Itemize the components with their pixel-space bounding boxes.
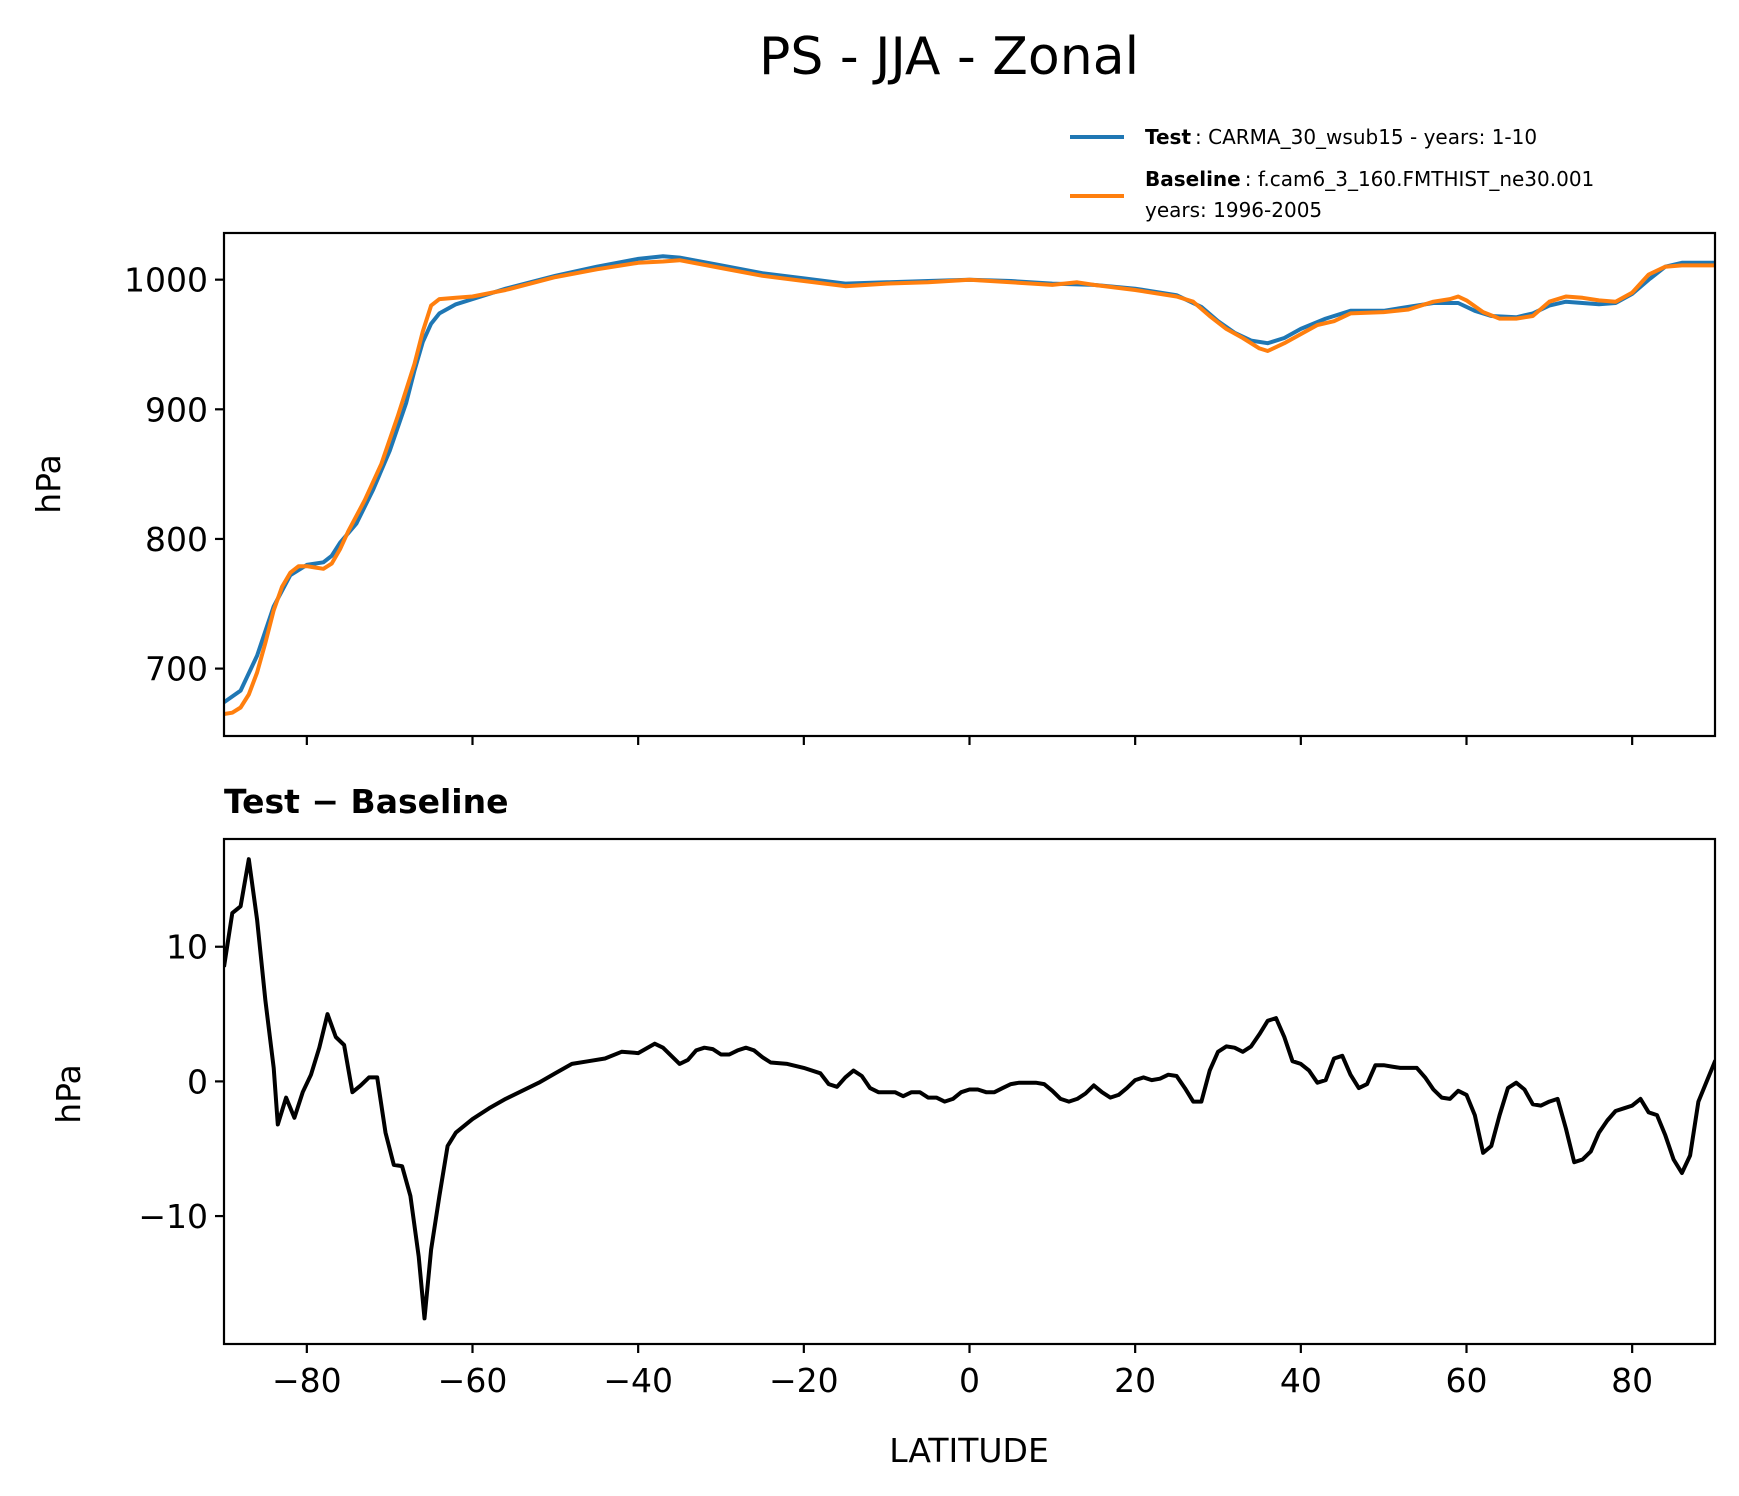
y-tick-label: 700 [145, 650, 208, 689]
y-tick-label: 800 [145, 520, 208, 559]
figure-title: PS - JJA - Zonal [759, 27, 1139, 87]
x-tick-label: −40 [603, 1361, 673, 1400]
x-tick-label: −80 [272, 1361, 342, 1400]
series-line-test-baseline [224, 857, 1715, 1321]
legend: Test: CARMA_30_wsub15 - years: 1-10 Base… [1070, 125, 1594, 222]
x-tick-label: 20 [1114, 1361, 1156, 1400]
x-tick-label: −60 [438, 1361, 508, 1400]
svg-text:Test: CARMA_30_wsub15 - years:: Test: CARMA_30_wsub15 - years: 1-10 [1145, 125, 1537, 149]
series-line-baseline [224, 258, 1715, 716]
x-tick-label: 0 [959, 1361, 980, 1400]
legend-baseline-label: Baseline [1145, 167, 1241, 191]
x-tick-label: −20 [769, 1361, 839, 1400]
series-line-test [224, 254, 1715, 704]
xlabel: LATITUDE [889, 1431, 1049, 1470]
svg-text:Baseline: f.cam6_3_160.FMTHIST: Baseline: f.cam6_3_160.FMTHIST_ne30.001 [1145, 167, 1594, 191]
x-tick-label: 40 [1280, 1361, 1322, 1400]
legend-test-label: Test [1145, 125, 1191, 149]
bottom-ylabel: hPa [49, 1064, 88, 1124]
top-axes-frame [222, 231, 1717, 738]
y-tick-label: 900 [145, 390, 208, 429]
y-tick-label: 1000 [124, 261, 208, 300]
top-panel: 700 800 900 1000 hPa [29, 231, 1717, 745]
x-tick-label: 60 [1446, 1361, 1488, 1400]
bottom-axes-frame [222, 837, 1717, 1346]
diff-subtitle: Test − Baseline [224, 782, 509, 821]
bottom-panel: Test − Baseline −10 0 10 −80 −60 −40 −20 0 20 40… [49, 782, 1717, 1470]
legend-baseline-desc: : f.cam6_3_160.FMTHIST_ne30.001 [1245, 167, 1595, 191]
y-tick-label: −10 [138, 1197, 208, 1236]
legend-test-desc: : CARMA_30_wsub15 - years: 1-10 [1195, 125, 1537, 149]
x-tick-label: 80 [1611, 1361, 1653, 1400]
legend-baseline-desc2: years: 1996-2005 [1145, 198, 1322, 222]
y-tick-label: 0 [187, 1062, 208, 1101]
y-tick-label: 10 [166, 928, 208, 967]
top-ylabel: hPa [29, 454, 68, 514]
